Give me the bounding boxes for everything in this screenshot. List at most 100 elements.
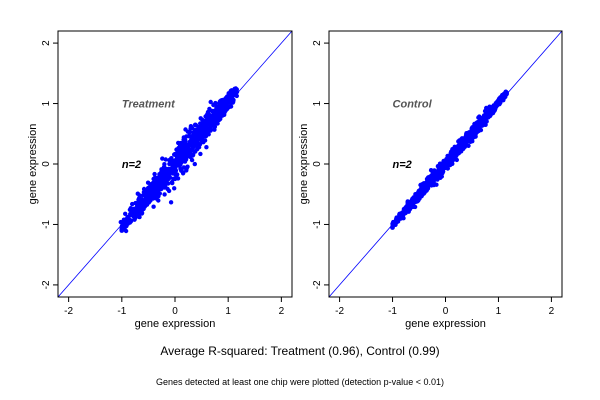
data-point [233, 89, 239, 94]
identity-line [58, 31, 292, 297]
data-point [143, 200, 148, 205]
y-axis-label: gene expression [27, 124, 39, 205]
data-point [163, 157, 168, 162]
data-point [207, 118, 212, 123]
data-point [465, 133, 470, 139]
sample-count-annotation: n=2 [393, 159, 412, 171]
data-point [178, 141, 183, 146]
data-point [171, 176, 176, 181]
data-point [137, 214, 142, 220]
data-point [162, 182, 167, 188]
data-point [167, 158, 172, 163]
data-point [167, 175, 173, 180]
data-point [170, 171, 176, 176]
data-point [188, 148, 193, 153]
data-point [400, 210, 405, 215]
x-tick-label: -2 [335, 306, 344, 317]
y-axis-label: gene expression [298, 124, 310, 205]
x-tick-label: -1 [388, 306, 397, 317]
x-tick-label: -2 [64, 306, 73, 317]
y-tick-label: -2 [312, 280, 323, 289]
data-point [132, 216, 138, 221]
data-point [420, 182, 425, 187]
data-point [475, 129, 480, 135]
data-point [133, 200, 138, 206]
data-point [209, 114, 214, 119]
data-point [465, 137, 470, 142]
data-point [217, 101, 223, 107]
data-point [436, 165, 442, 170]
data-point [123, 211, 128, 216]
data-point [208, 99, 213, 105]
data-point [155, 183, 160, 188]
x-tick-label: -1 [117, 306, 126, 317]
data-point [466, 143, 471, 148]
data-point [454, 157, 459, 163]
data-point [181, 170, 186, 175]
data-point [484, 110, 489, 116]
data-point [152, 175, 158, 180]
data-point [176, 145, 181, 151]
data-point [200, 118, 206, 123]
data-point [166, 188, 172, 194]
data-point [172, 186, 177, 191]
data-point [474, 120, 479, 126]
x-axis-label: gene expression [135, 318, 216, 330]
data-point [169, 179, 175, 185]
data-point [208, 125, 213, 130]
data-point [482, 115, 487, 121]
data-point [432, 168, 437, 174]
data-point [215, 107, 220, 112]
data-point [161, 176, 166, 182]
data-point [175, 176, 181, 181]
detection-caption: Genes detected at least one chip were pl… [156, 377, 444, 387]
data-point [422, 189, 427, 194]
data-point [130, 201, 135, 207]
panel-label: Treatment [122, 99, 176, 111]
data-point [195, 147, 200, 152]
data-point [159, 167, 164, 172]
data-point [119, 228, 125, 233]
data-point [454, 149, 460, 154]
data-point [131, 210, 136, 216]
data-point [205, 109, 211, 115]
data-point [206, 132, 211, 137]
data-point [438, 172, 443, 178]
data-point [183, 157, 189, 162]
data-point [152, 171, 157, 177]
data-point [152, 186, 157, 191]
data-point [193, 122, 198, 128]
data-point [132, 206, 137, 211]
data-point [472, 124, 478, 130]
data-point [142, 188, 147, 193]
data-point [204, 145, 209, 150]
data-point [456, 139, 461, 144]
data-point [139, 210, 145, 216]
treatment-scatter-panel: -2 -1 0 1 2 -2 -1 0 1 2 gene expression gene expres… [27, 30, 293, 330]
data-point [149, 182, 154, 187]
data-point [189, 140, 194, 145]
data-point [128, 211, 133, 217]
y-tick-label: -2 [41, 280, 52, 289]
data-point [172, 151, 178, 157]
data-point [151, 204, 156, 209]
data-point [225, 95, 231, 100]
data-point [167, 161, 172, 167]
data-point [185, 129, 191, 134]
data-point [218, 111, 223, 116]
x-tick-label: 0 [443, 306, 449, 317]
data-point [160, 156, 165, 161]
x-tick-label: 1 [496, 306, 502, 317]
data-point [191, 152, 196, 157]
data-point [159, 185, 164, 191]
data-point [184, 134, 189, 139]
data-point [198, 151, 203, 157]
y-tick-label: 0 [41, 161, 52, 167]
data-point [192, 127, 197, 132]
data-point [138, 206, 143, 211]
data-point [424, 176, 430, 182]
data-point [433, 176, 438, 181]
sample-count-annotation: n=2 [122, 159, 141, 171]
y-tick-label: 1 [312, 100, 323, 106]
data-point [181, 165, 187, 170]
